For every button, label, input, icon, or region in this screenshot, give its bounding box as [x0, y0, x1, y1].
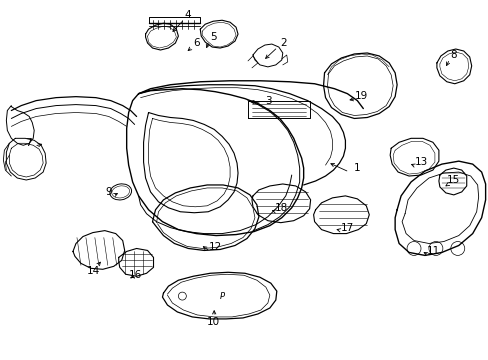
Text: 3: 3: [265, 96, 272, 105]
Text: 6: 6: [193, 38, 199, 48]
Text: 15: 15: [446, 175, 460, 185]
Text: 7: 7: [25, 138, 32, 148]
Text: P: P: [219, 292, 224, 301]
Text: 13: 13: [413, 157, 427, 167]
Text: 8: 8: [449, 50, 456, 60]
Text: 19: 19: [354, 91, 367, 101]
Text: 5: 5: [209, 32, 216, 42]
Text: 14: 14: [87, 266, 100, 276]
Text: 1: 1: [353, 163, 360, 173]
Text: 10: 10: [206, 317, 219, 327]
Text: 17: 17: [340, 222, 353, 233]
Text: 16: 16: [129, 270, 142, 280]
Text: 9: 9: [105, 187, 112, 197]
Text: 18: 18: [275, 203, 288, 213]
Text: 4: 4: [183, 10, 190, 20]
Text: 2: 2: [280, 38, 286, 48]
Text: 12: 12: [208, 243, 222, 252]
Text: 11: 11: [427, 247, 440, 256]
